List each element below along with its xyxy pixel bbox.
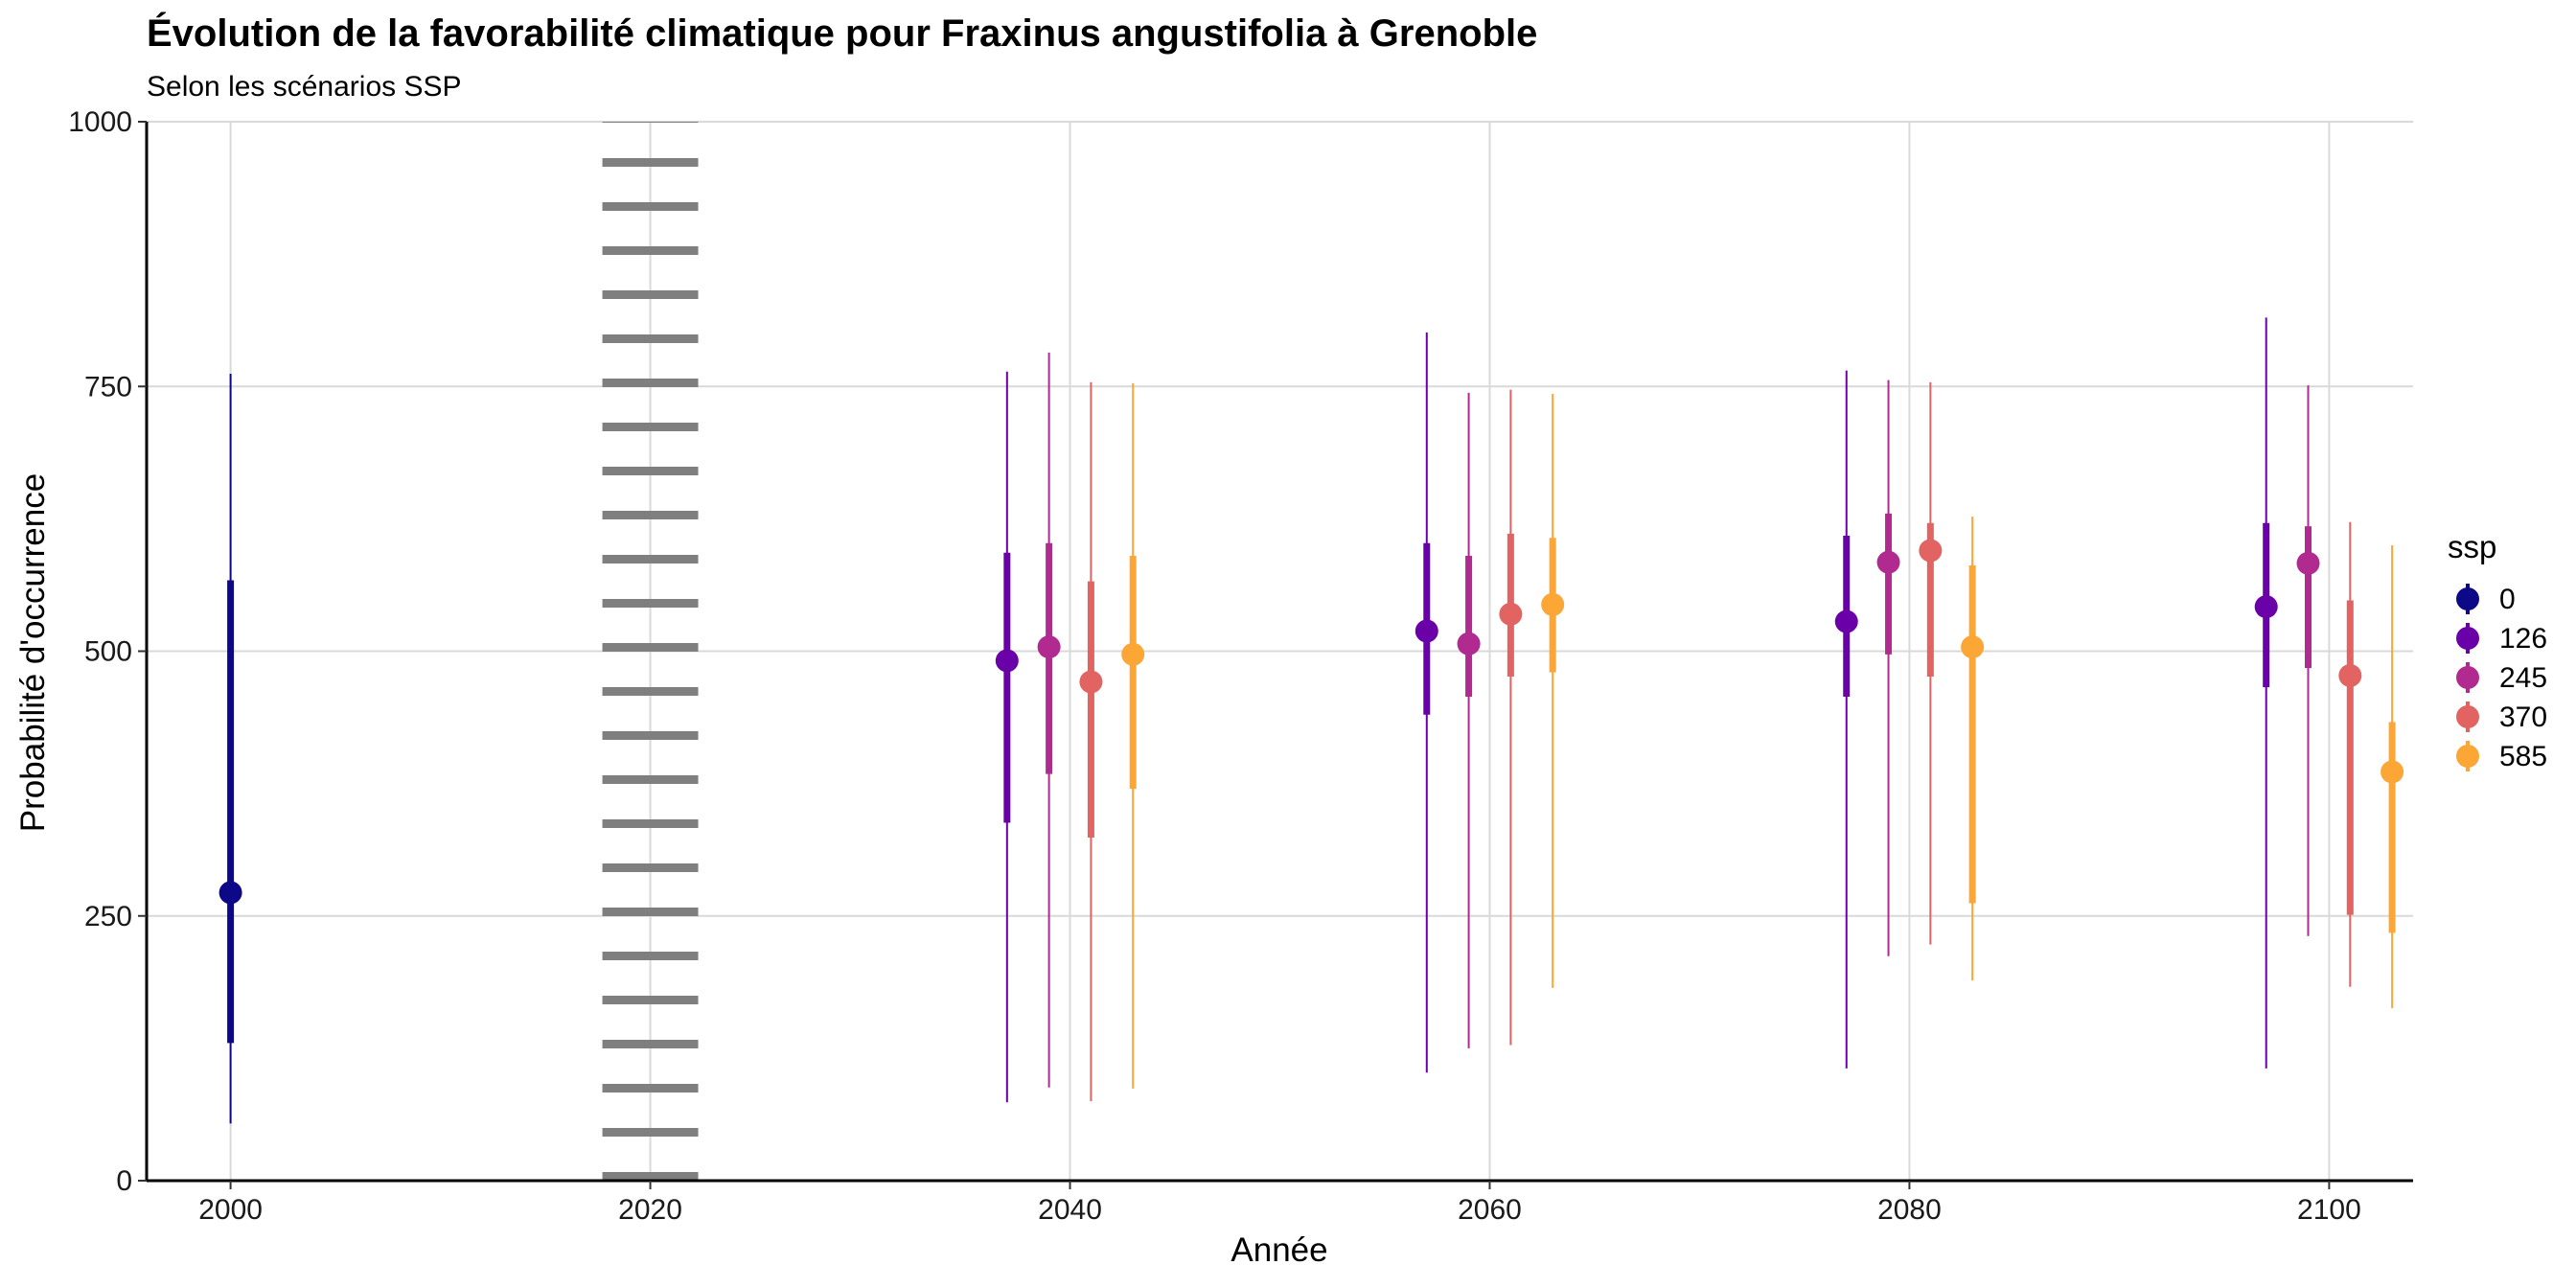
ssp-585-2083-point — [1961, 635, 1985, 659]
legend-label-245: 245 — [2499, 662, 2547, 694]
ssp-126-2077-point — [1834, 610, 1858, 633]
legend-label-126: 126 — [2499, 623, 2547, 655]
ssp-245-2099-point — [2296, 551, 2320, 575]
x-tick-label-1: 2020 — [618, 1194, 682, 1226]
legend-item-370: 370 — [2456, 702, 2547, 733]
chart-subtitle: Selon les scénarios SSP — [147, 71, 462, 103]
ssp-126-2097-point — [2254, 595, 2278, 619]
legend-item-0: 0 — [2456, 584, 2516, 615]
ssp-126-2037-point — [995, 649, 1019, 673]
x-axis-title: Année — [1230, 1231, 1327, 1269]
ssp-370-2061-point — [1499, 602, 1523, 626]
ssp-370-2101-point — [2338, 663, 2362, 687]
x-tick-label-0: 2000 — [198, 1194, 263, 1226]
chart-title: Évolution de la favorabilité climatique … — [147, 12, 1537, 55]
x-tick-label-2: 2040 — [1038, 1194, 1102, 1226]
legend-label-370: 370 — [2499, 702, 2547, 733]
ssp-245-2039-point — [1037, 635, 1061, 659]
ssp-245-2079-point — [1876, 550, 1900, 574]
ssp-370-2081-point — [1919, 539, 1943, 563]
plot-area: 0 250 500 750 1000 2000 2020 2040 2060 2080 2100 — [68, 106, 2413, 1226]
legend-item-585: 585 — [2456, 741, 2547, 772]
legend-key-point-245 — [2456, 666, 2479, 689]
ssp-0-2000-point — [218, 881, 242, 905]
y-tick-label-4: 1000 — [68, 106, 132, 138]
y-tick-label-2: 500 — [84, 636, 132, 668]
legend-title: ssp — [2448, 529, 2496, 564]
legend-label-0: 0 — [2499, 584, 2516, 615]
y-tick-label-0: 0 — [116, 1165, 132, 1197]
y-axis-title: Probabilité d'occurrence — [14, 473, 52, 832]
legend-key-point-585 — [2456, 745, 2479, 768]
ssp-585-2063-point — [1541, 592, 1565, 616]
ssp-585-2043-point — [1121, 642, 1145, 666]
x-tick-label-3: 2060 — [1458, 1194, 1522, 1226]
ssp-585-2103-point — [2380, 760, 2404, 784]
ssp-126-2057-point — [1414, 619, 1438, 643]
y-tick-label-3: 750 — [84, 371, 132, 402]
legend-key-point-126 — [2456, 627, 2479, 650]
legend-key-point-370 — [2456, 705, 2479, 728]
legend-item-126: 126 — [2456, 623, 2547, 655]
y-tick-label-1: 250 — [84, 901, 132, 932]
legend-key-point-0 — [2456, 587, 2479, 610]
legend: 0 126 245 370 585 — [2456, 584, 2547, 772]
x-tick-label-4: 2080 — [1877, 1194, 1942, 1226]
legend-item-245: 245 — [2456, 662, 2547, 694]
ssp-245-2059-point — [1457, 632, 1481, 656]
legend-label-585: 585 — [2499, 741, 2547, 772]
ssp-370-2041-point — [1079, 670, 1103, 694]
x-tick-label-5: 2100 — [2297, 1194, 2361, 1226]
